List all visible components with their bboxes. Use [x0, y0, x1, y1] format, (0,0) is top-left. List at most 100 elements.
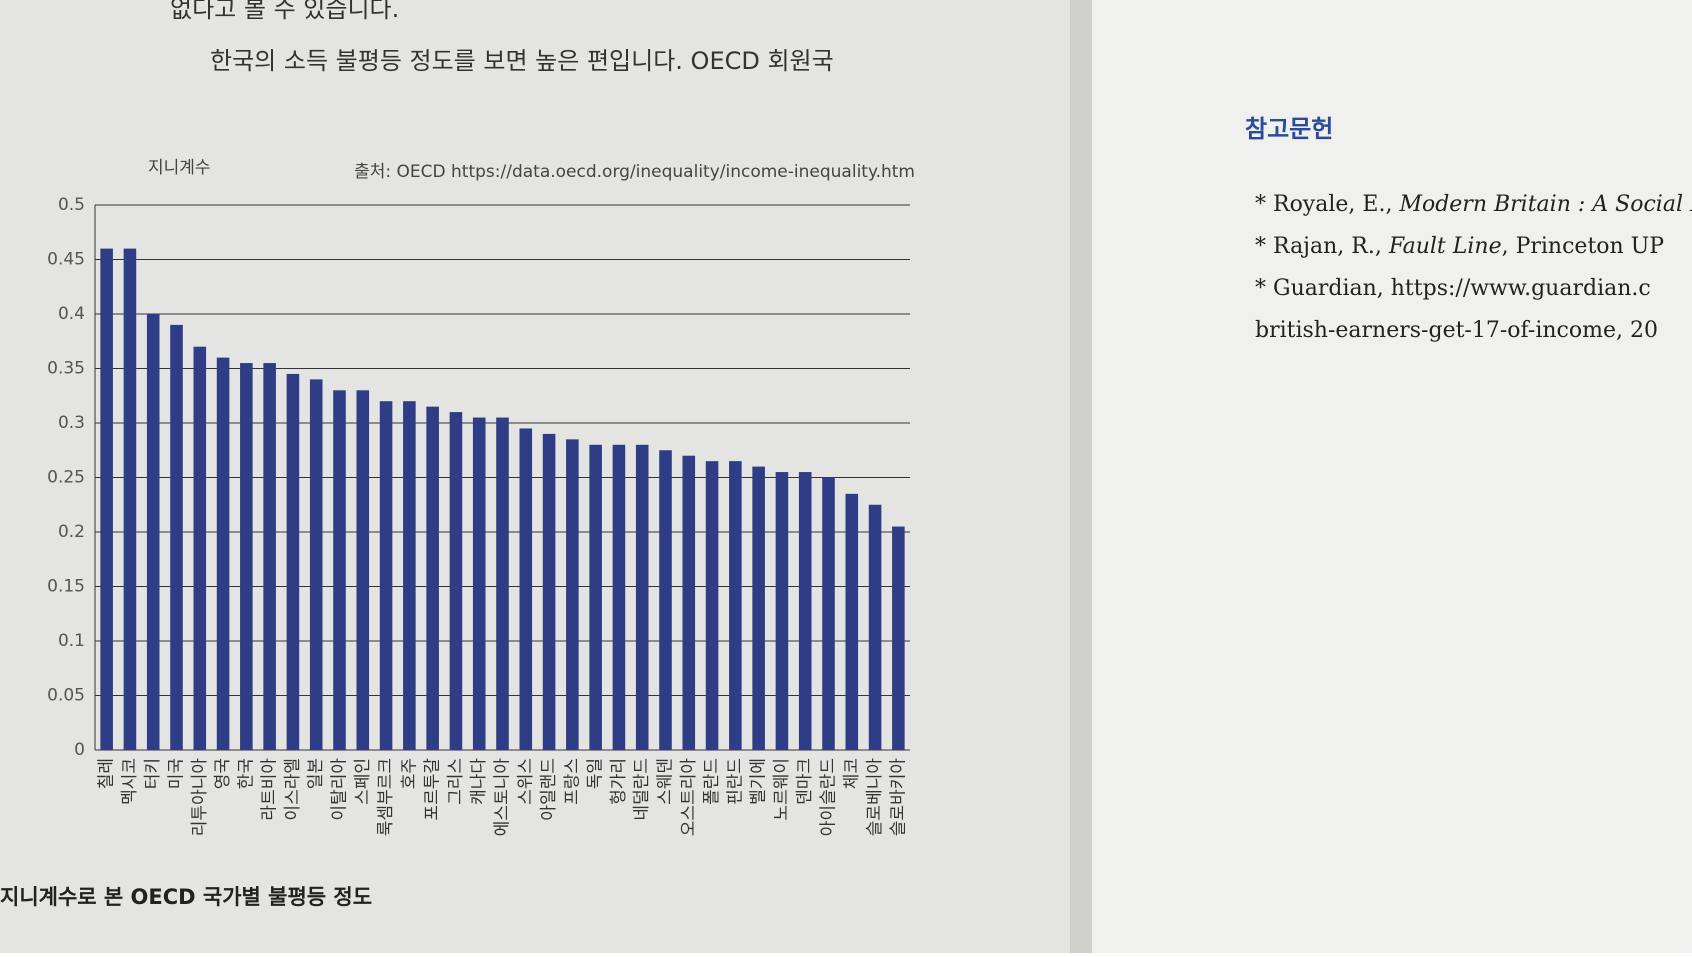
bar	[868, 504, 882, 750]
bar	[449, 412, 463, 750]
x-tick-label: 포르투갈	[423, 758, 443, 821]
bar	[170, 324, 183, 750]
x-tick-label: 터키	[143, 758, 163, 789]
bar	[589, 444, 602, 750]
reference-item: * Rajan, R., Fault Line, Princeton UP	[1255, 234, 1664, 259]
bar	[729, 461, 742, 750]
gutter	[1070, 0, 1092, 953]
reference-lead: Royale, E.,	[1273, 192, 1399, 217]
bar	[682, 455, 696, 750]
bar	[822, 477, 835, 750]
y-tick-label: 0.2	[58, 522, 85, 542]
chart-title: 지니계수로 본 OECD 국가별 불평등 정도	[0, 885, 372, 909]
x-tick-label: 오스트리아	[679, 758, 699, 837]
bar	[775, 472, 789, 750]
x-tick-label: 벨기에	[749, 758, 769, 805]
body-text: 없다고 볼 수 있습니다.	[170, 0, 399, 23]
x-tick-label: 폴란드	[702, 758, 722, 805]
bar	[635, 444, 649, 750]
bar	[705, 461, 719, 750]
bar	[216, 357, 230, 750]
y-axis-label: 지니계수	[148, 158, 211, 178]
x-tick-label: 미국	[167, 758, 187, 789]
x-tick-label: 체코	[842, 758, 862, 789]
x-tick-label: 멕시코	[120, 758, 140, 805]
bar	[798, 472, 812, 750]
x-tick-label: 헝가리	[609, 758, 629, 805]
x-tick-label: 아이슬란드	[819, 758, 839, 836]
y-tick-label: 0.25	[47, 468, 85, 488]
bar	[612, 444, 626, 750]
bar	[100, 248, 113, 750]
references-heading: 참고문헌	[1245, 115, 1333, 143]
x-tick-label: 라트비아	[260, 758, 280, 821]
y-tick-label: 0.1	[58, 631, 85, 651]
body-text: 한국의 소득 불평등 정도를 보면 높은 편입니다. OECD 회원국	[210, 47, 834, 75]
x-tick-label: 한국	[236, 758, 256, 789]
reference-lead: Rajan, R.,	[1273, 234, 1389, 259]
bar	[240, 363, 253, 750]
bar	[403, 401, 416, 750]
x-tick-label: 룩셈부르크	[376, 758, 396, 836]
x-tick-label: 프랑스	[562, 758, 582, 805]
x-tick-label: 아일랜드	[539, 758, 559, 821]
bar	[542, 433, 556, 750]
y-tick-label: 0.45	[47, 250, 85, 270]
bar	[379, 401, 393, 750]
right-page	[1090, 0, 1692, 953]
bar	[333, 390, 346, 750]
y-tick-label: 0.4	[58, 304, 85, 324]
bullet: *	[1255, 276, 1273, 301]
reference-item: * Guardian, https://www.guardian.c	[1255, 276, 1651, 301]
reference-lead: british-earners-get-17-of-income, 20	[1255, 318, 1658, 343]
x-tick-label: 이탈리아	[330, 758, 350, 821]
bar	[356, 390, 370, 750]
bar	[193, 346, 207, 750]
x-tick-label: 리투아니아	[190, 758, 210, 837]
x-tick-label: 독일	[586, 758, 606, 789]
x-tick-label: 네덜란드	[632, 758, 652, 821]
x-tick-label: 덴마크	[795, 758, 815, 805]
x-tick-label: 영국	[213, 758, 233, 789]
x-tick-label: 슬로바키아	[888, 758, 908, 837]
bar	[263, 363, 276, 750]
bar	[426, 406, 439, 750]
y-tick-label: 0.15	[47, 577, 85, 597]
bar	[519, 428, 533, 750]
reference-item: * Royale, E., Modern Britain : A Social …	[1255, 192, 1692, 217]
x-tick-label: 노르웨이	[772, 758, 792, 821]
reference-title: Modern Britain : A Social H	[1398, 192, 1692, 217]
y-tick-label: 0.3	[58, 413, 85, 433]
bar	[472, 417, 486, 750]
bar	[309, 379, 323, 750]
x-tick-label: 스위스	[516, 758, 536, 805]
x-tick-label: 에스토니아	[493, 758, 513, 837]
x-tick-label: 캐나다	[469, 758, 489, 805]
bullet: *	[1255, 234, 1273, 259]
bar	[752, 466, 765, 750]
reference-lead: Guardian, https://www.guardian.c	[1273, 276, 1651, 301]
reference-tail: , Princeton UP	[1502, 234, 1665, 259]
bar	[146, 314, 160, 750]
x-tick-label: 스페인	[353, 758, 373, 805]
x-tick-label: 슬로베니아	[865, 758, 885, 837]
x-tick-label: 일본	[306, 758, 326, 789]
bar	[566, 439, 579, 750]
source: 출처: OECD https://data.oecd.org/inequalit…	[354, 162, 915, 182]
bar	[496, 417, 509, 750]
x-tick-label: 호주	[399, 758, 419, 789]
bar	[286, 373, 300, 750]
y-tick-label: 0.35	[47, 359, 85, 379]
x-tick-label: 이스라엘	[283, 758, 303, 821]
y-tick-label: 0.5	[58, 195, 85, 215]
bar	[845, 493, 859, 750]
x-tick-label: 핀란드	[725, 758, 745, 805]
reference-title: Fault Line	[1388, 234, 1502, 259]
bar	[123, 248, 137, 750]
x-tick-label: 그리스	[446, 758, 466, 805]
reference-item: british-earners-get-17-of-income, 20	[1255, 318, 1658, 343]
x-tick-label: 스웨덴	[656, 758, 676, 805]
bullet: *	[1255, 192, 1273, 217]
